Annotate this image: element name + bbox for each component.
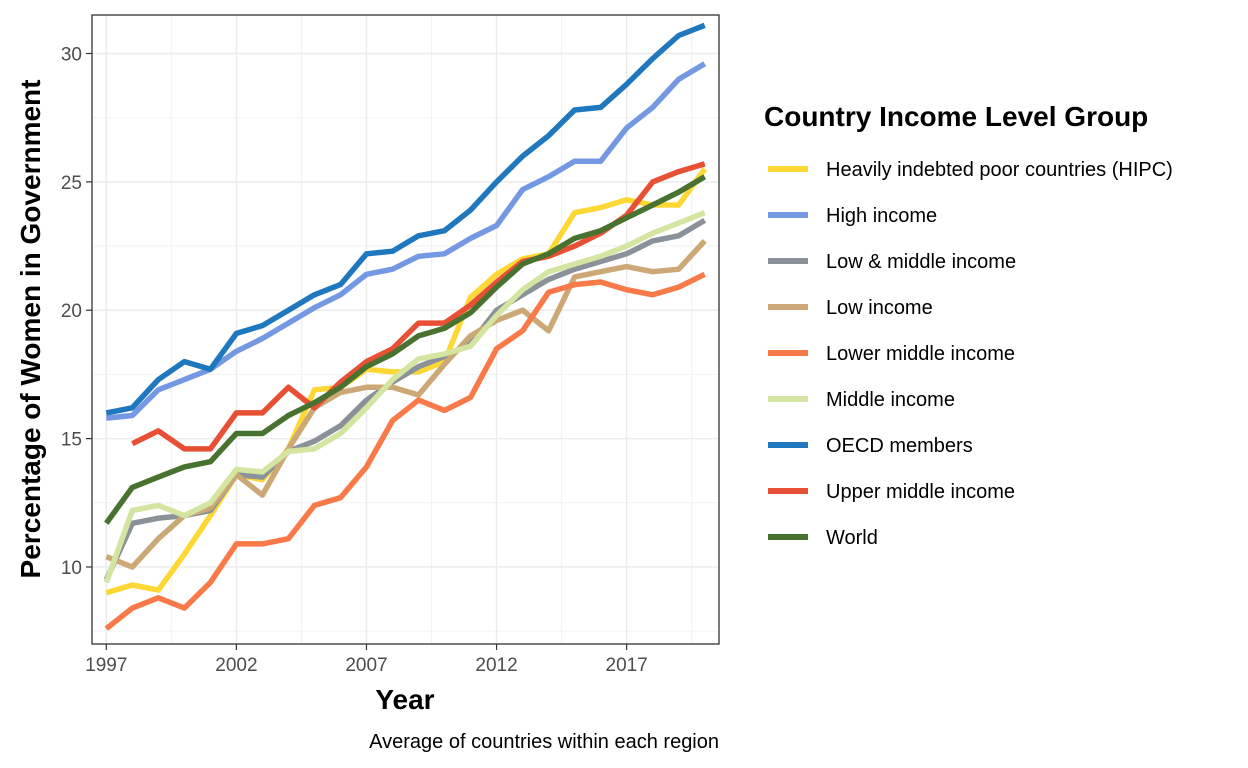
grid bbox=[92, 15, 719, 644]
legend-label: Middle income bbox=[826, 389, 955, 411]
x-tick-label: 1997 bbox=[85, 655, 127, 676]
x-tick-label: 2002 bbox=[215, 655, 257, 676]
y-tick-label: 20 bbox=[61, 301, 82, 322]
series-line bbox=[105, 167, 707, 596]
legend-label: Low income bbox=[826, 297, 933, 319]
y-tick-label: 15 bbox=[61, 430, 82, 451]
legend-label: Low & middle income bbox=[826, 251, 1016, 273]
legend-label: OECD members bbox=[826, 435, 973, 457]
x-tick-label: 2007 bbox=[345, 655, 387, 676]
axes: 10 15 20 25 30 1997 2002 2007 2012 2017 bbox=[61, 45, 648, 676]
series-line bbox=[103, 218, 707, 581]
legend-label: World bbox=[826, 527, 878, 549]
x-axis-title: Year bbox=[375, 684, 434, 715]
series-line bbox=[104, 271, 706, 631]
legend-label: Upper middle income bbox=[826, 481, 1015, 503]
plot-panel-border bbox=[91, 14, 720, 645]
x-tick-label: 2017 bbox=[606, 655, 648, 676]
series-line bbox=[105, 239, 707, 570]
y-axis-title: Percentage of Women in Government bbox=[15, 80, 46, 579]
legend: Country Income Level Group Heavily indeb… bbox=[764, 101, 1173, 549]
y-tick-label: 10 bbox=[61, 558, 82, 579]
series-line bbox=[131, 161, 706, 452]
y-tick-label: 25 bbox=[61, 173, 82, 194]
legend-label: Lower middle income bbox=[826, 343, 1015, 365]
series-line bbox=[105, 22, 706, 416]
legend-label: High income bbox=[826, 205, 937, 227]
y-tick-label: 30 bbox=[61, 45, 82, 66]
series-lines bbox=[103, 22, 707, 631]
legend-label: Heavily indebted poor countries (HIPC) bbox=[826, 159, 1173, 181]
series-line bbox=[104, 174, 707, 525]
series-line bbox=[103, 210, 706, 584]
chart-caption: Average of countries within each region bbox=[369, 731, 719, 753]
legend-title: Country Income Level Group bbox=[764, 101, 1148, 132]
series-line bbox=[106, 61, 707, 421]
x-tick-label: 2012 bbox=[475, 655, 517, 676]
